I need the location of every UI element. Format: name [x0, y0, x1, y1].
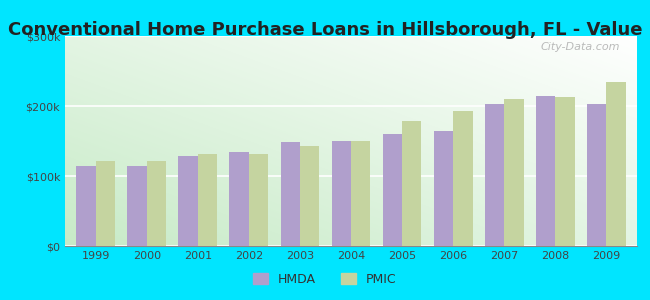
Bar [178, 156, 198, 246]
Bar [587, 104, 606, 246]
Bar [96, 160, 115, 246]
Bar [76, 166, 96, 246]
Bar [485, 104, 504, 246]
Bar [229, 152, 249, 246]
Bar [198, 154, 217, 246]
Text: City-Data.com: City-Data.com [540, 42, 620, 52]
Bar [127, 166, 147, 246]
Bar [504, 99, 524, 246]
Bar [147, 160, 166, 246]
Bar [249, 154, 268, 246]
Bar [300, 146, 319, 246]
Bar [536, 95, 555, 246]
Bar [434, 130, 453, 246]
Bar [555, 97, 575, 246]
Bar [332, 141, 351, 246]
Bar [281, 142, 300, 246]
Legend: HMDA, PMIC: HMDA, PMIC [248, 268, 402, 291]
Bar [402, 122, 421, 246]
Text: Conventional Home Purchase Loans in Hillsborough, FL - Value: Conventional Home Purchase Loans in Hill… [8, 21, 642, 39]
Bar [606, 82, 626, 246]
Bar [351, 141, 370, 246]
Bar [453, 111, 473, 246]
Bar [383, 134, 402, 246]
